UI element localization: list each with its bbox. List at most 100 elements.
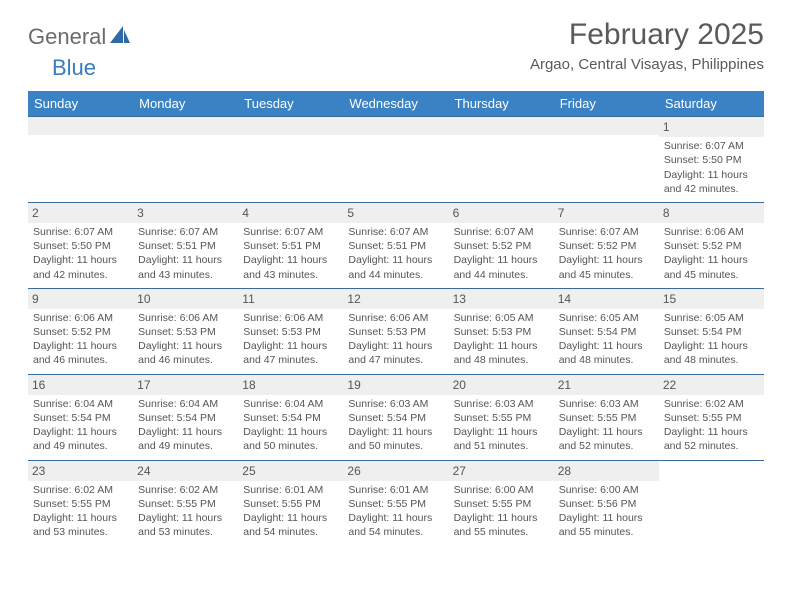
brand-sail-icon: [110, 26, 130, 49]
sunset-text: Sunset: 5:55 PM: [348, 497, 443, 511]
daylight-text: Daylight: 11 hours: [348, 253, 443, 267]
daylight-text: and 49 minutes.: [33, 439, 128, 453]
daylight-text: Daylight: 11 hours: [243, 253, 338, 267]
sunrise-text: Sunrise: 6:02 AM: [33, 483, 128, 497]
day-cell: 6Sunrise: 6:07 AMSunset: 5:52 PMDaylight…: [449, 203, 554, 288]
day-number: 2: [28, 203, 133, 223]
empty-day-header: [28, 117, 133, 135]
sunrise-text: Sunrise: 6:07 AM: [243, 225, 338, 239]
day-cell: 23Sunrise: 6:02 AMSunset: 5:55 PMDayligh…: [28, 461, 133, 546]
daylight-text: Daylight: 11 hours: [138, 339, 233, 353]
daylight-text: and 46 minutes.: [33, 353, 128, 367]
day-number: 11: [238, 289, 343, 309]
day-cell: 8Sunrise: 6:06 AMSunset: 5:52 PMDaylight…: [659, 203, 764, 288]
daylight-text: and 46 minutes.: [138, 353, 233, 367]
daylight-text: and 52 minutes.: [664, 439, 759, 453]
day-number: 25: [238, 461, 343, 481]
day-number: 17: [133, 375, 238, 395]
sunset-text: Sunset: 5:55 PM: [454, 497, 549, 511]
sunset-text: Sunset: 5:53 PM: [138, 325, 233, 339]
empty-day-cell: [343, 117, 448, 202]
daylight-text: and 44 minutes.: [454, 268, 549, 282]
day-number: 24: [133, 461, 238, 481]
day-number: 9: [28, 289, 133, 309]
day-cell: 22Sunrise: 6:02 AMSunset: 5:55 PMDayligh…: [659, 375, 764, 460]
day-cell: 28Sunrise: 6:00 AMSunset: 5:56 PMDayligh…: [554, 461, 659, 546]
sunset-text: Sunset: 5:55 PM: [454, 411, 549, 425]
daylight-text: and 48 minutes.: [664, 353, 759, 367]
daylight-text: Daylight: 11 hours: [348, 339, 443, 353]
day-number: 3: [133, 203, 238, 223]
day-number: 8: [659, 203, 764, 223]
sunrise-text: Sunrise: 6:07 AM: [559, 225, 654, 239]
day-number: 1: [659, 117, 764, 137]
daylight-text: Daylight: 11 hours: [454, 511, 549, 525]
day-cell: 19Sunrise: 6:03 AMSunset: 5:54 PMDayligh…: [343, 375, 448, 460]
day-cell: 3 Sunrise: 6:07 AMSunset: 5:51 PMDaylight…: [133, 203, 238, 288]
daylight-text: and 50 minutes.: [348, 439, 443, 453]
daylight-text: and 55 minutes.: [454, 525, 549, 539]
sunset-text: Sunset: 5:51 PM: [138, 239, 233, 253]
sunrise-text: Sunrise: 6:05 AM: [664, 311, 759, 325]
day-cell: 24Sunrise: 6:02 AMSunset: 5:55 PMDayligh…: [133, 461, 238, 546]
weekday-header: Monday: [133, 91, 238, 116]
sunrise-text: Sunrise: 6:05 AM: [454, 311, 549, 325]
daylight-text: Daylight: 11 hours: [348, 425, 443, 439]
daylight-text: Daylight: 11 hours: [138, 253, 233, 267]
sunrise-text: Sunrise: 6:00 AM: [559, 483, 654, 497]
day-cell: 9Sunrise: 6:06 AMSunset: 5:52 PMDaylight…: [28, 289, 133, 374]
day-cell: 26Sunrise: 6:01 AMSunset: 5:55 PMDayligh…: [343, 461, 448, 546]
month-title: February 2025: [530, 18, 764, 52]
weekday-header-row: SundayMondayTuesdayWednesdayThursdayFrid…: [28, 91, 764, 116]
day-cell: 1Sunrise: 6:07 AMSunset: 5:50 PMDaylight…: [659, 117, 764, 202]
brand-logo: General: [28, 24, 133, 50]
empty-day-cell: [554, 117, 659, 202]
sunrise-text: Sunrise: 6:04 AM: [138, 397, 233, 411]
day-cell: 16Sunrise: 6:04 AMSunset: 5:54 PMDayligh…: [28, 375, 133, 460]
sunset-text: Sunset: 5:53 PM: [348, 325, 443, 339]
sunrise-text: Sunrise: 6:06 AM: [348, 311, 443, 325]
calendar-grid: SundayMondayTuesdayWednesdayThursdayFrid…: [28, 91, 764, 545]
sunset-text: Sunset: 5:50 PM: [664, 153, 759, 167]
sunrise-text: Sunrise: 6:06 AM: [138, 311, 233, 325]
sunset-text: Sunset: 5:56 PM: [559, 497, 654, 511]
sunset-text: Sunset: 5:54 PM: [138, 411, 233, 425]
weekday-header: Saturday: [659, 91, 764, 116]
daylight-text: Daylight: 11 hours: [348, 511, 443, 525]
sunrise-text: Sunrise: 6:00 AM: [454, 483, 549, 497]
day-number: 22: [659, 375, 764, 395]
sunrise-text: Sunrise: 6:01 AM: [243, 483, 338, 497]
sunrise-text: Sunrise: 6:03 AM: [454, 397, 549, 411]
day-cell: 5Sunrise: 6:07 AMSunset: 5:51 PMDaylight…: [343, 203, 448, 288]
daylight-text: Daylight: 11 hours: [243, 339, 338, 353]
day-cell: 20Sunrise: 6:03 AMSunset: 5:55 PMDayligh…: [449, 375, 554, 460]
title-block: February 2025 Argao, Central Visayas, Ph…: [530, 18, 764, 73]
calendar-page: General February 2025 Argao, Central Vis…: [0, 0, 792, 545]
sunset-text: Sunset: 5:52 PM: [454, 239, 549, 253]
empty-day-cell: [449, 117, 554, 202]
sunrise-text: Sunrise: 6:06 AM: [33, 311, 128, 325]
sunrise-text: Sunrise: 6:01 AM: [348, 483, 443, 497]
day-number: 13: [449, 289, 554, 309]
sunset-text: Sunset: 5:55 PM: [664, 411, 759, 425]
sunrise-text: Sunrise: 6:07 AM: [664, 139, 759, 153]
sunset-text: Sunset: 5:50 PM: [33, 239, 128, 253]
daylight-text: Daylight: 11 hours: [559, 339, 654, 353]
sunset-text: Sunset: 5:51 PM: [348, 239, 443, 253]
sunrise-text: Sunrise: 6:07 AM: [454, 225, 549, 239]
empty-day-header: [238, 117, 343, 135]
day-number: 16: [28, 375, 133, 395]
day-number: 15: [659, 289, 764, 309]
daylight-text: Daylight: 11 hours: [454, 339, 549, 353]
sunrise-text: Sunrise: 6:06 AM: [243, 311, 338, 325]
daylight-text: Daylight: 11 hours: [243, 511, 338, 525]
sunrise-text: Sunrise: 6:07 AM: [138, 225, 233, 239]
week-row: 16 Sunrise: 6:04 AMSunset: 5:54 PM Dayligh…: [28, 374, 764, 460]
day-cell: 21Sunrise: 6:03 AMSunset: 5:55 PMDayligh…: [554, 375, 659, 460]
sunset-text: Sunset: 5:52 PM: [33, 325, 128, 339]
sunrise-text: Sunrise: 6:06 AM: [664, 225, 759, 239]
day-number: 27: [449, 461, 554, 481]
sunset-text: Sunset: 5:55 PM: [33, 497, 128, 511]
daylight-text: Daylight: 11 hours: [664, 339, 759, 353]
daylight-text: and 49 minutes.: [138, 439, 233, 453]
